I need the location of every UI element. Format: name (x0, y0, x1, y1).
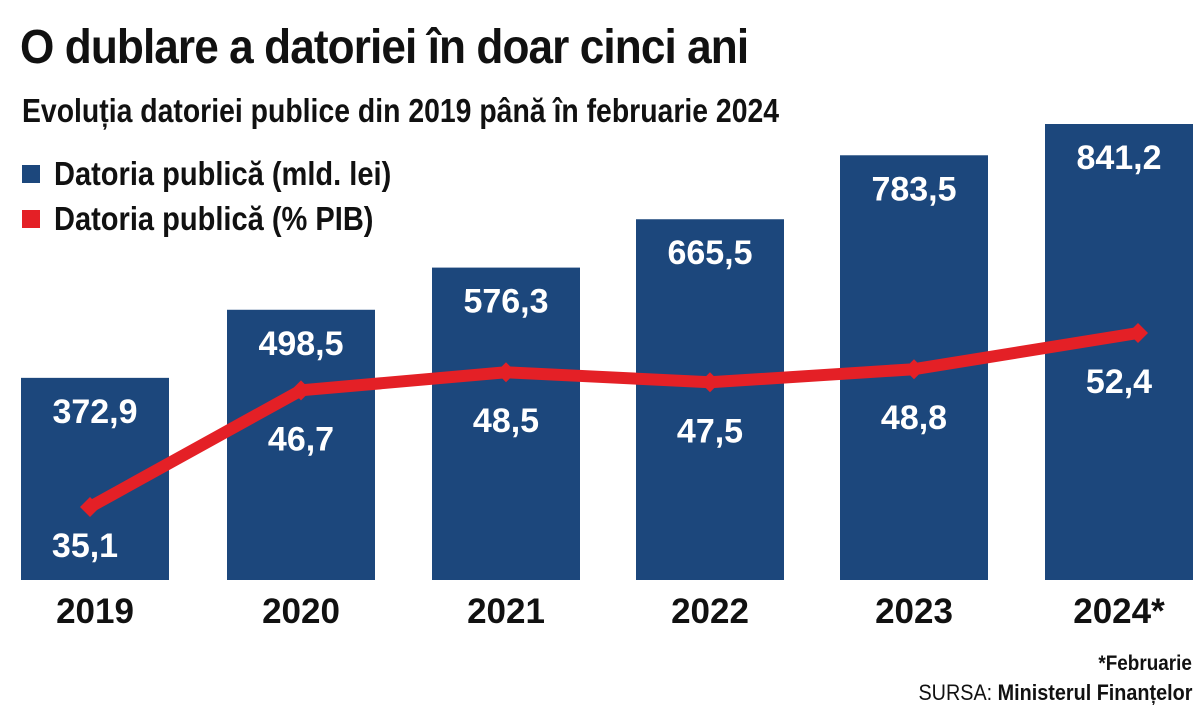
bar-5 (1045, 124, 1193, 580)
line-value-label-3: 47,5 (677, 412, 743, 450)
footnote: *Februarie (1098, 652, 1192, 675)
legend-item-debt-pct-gdp: Datoria publică (% PIB) (22, 200, 417, 238)
x-tick-label-1: 2020 (262, 592, 340, 631)
x-tick-label-2: 2021 (467, 592, 545, 631)
bar-value-label-5: 841,2 (1076, 139, 1161, 177)
line-marker-2 (496, 362, 516, 383)
bar-value-label-4: 783,5 (871, 170, 956, 208)
x-tick-label-4: 2023 (875, 592, 953, 631)
source-line: SURSA: Ministerul Finanțelor (918, 680, 1192, 706)
legend-label-debt-pct-gdp: Datoria publică (% PIB) (54, 200, 374, 237)
line-value-label-2: 48,5 (473, 402, 539, 440)
x-tick-label-5: 2024* (1073, 592, 1165, 631)
x-tick-label-3: 2022 (671, 592, 749, 631)
line-marker-1 (291, 380, 311, 401)
legend-swatch-line (22, 210, 40, 228)
line-series-pct-gdp (84, 327, 1144, 513)
bar-value-label-2: 576,3 (463, 283, 548, 321)
line-value-label-1: 46,7 (268, 420, 334, 458)
line-value-label-5: 52,4 (1086, 363, 1152, 401)
chart-title: O dublare a datoriei în doar cinci ani (20, 21, 749, 74)
bar-2 (432, 267, 580, 580)
source-name: Ministerul Finanțelor (997, 680, 1192, 705)
bar-1 (227, 309, 375, 580)
source-prefix: SURSA: (918, 680, 992, 705)
line-value-label-0: 35,1 (52, 527, 118, 565)
bar-value-label-3: 665,5 (667, 234, 752, 272)
line-marker-5 (1128, 323, 1148, 343)
legend-label-debt-bn-lei: Datoria publică (mld. lei) (54, 155, 392, 192)
x-tick-label-0: 2019 (56, 592, 134, 631)
line-value-label-4: 48,8 (881, 399, 947, 437)
line-marker-0 (80, 497, 100, 517)
bar-value-label-0: 372,9 (52, 393, 137, 431)
legend-item-debt-bn-lei: Datoria publică (mld. lei) (22, 155, 437, 193)
chart-subtitle: Evoluția datoriei publice din 2019 până … (22, 92, 780, 129)
legend-swatch-bar (22, 165, 40, 183)
line-marker-4 (904, 359, 924, 380)
bar-value-label-1: 498,5 (258, 325, 343, 363)
line-marker-3 (700, 372, 720, 393)
bar-3 (636, 219, 784, 580)
